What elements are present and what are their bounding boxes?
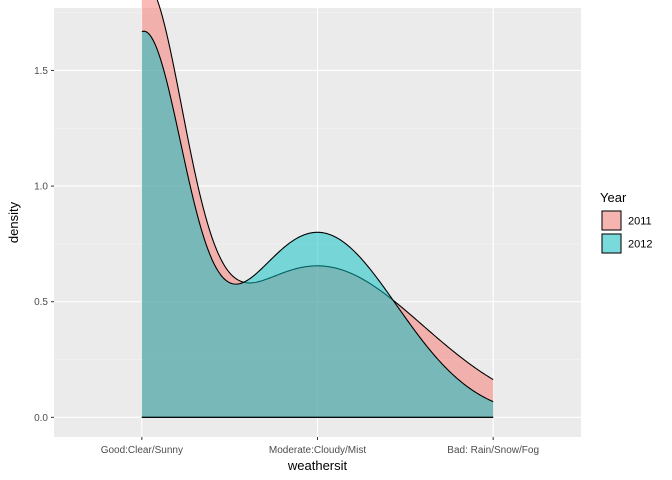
legend-key-2012 [601,233,622,254]
x-tick-label: Bad: Rain/Snow/Fog [447,445,539,456]
legend-label: 2011 [628,216,652,228]
x-axis-ticks: Good:Clear/Sunny Moderate:Cloudy/Mist Bad:… [101,437,539,456]
legend: Year 2011 2012 [600,190,652,254]
density-areas [141,0,494,418]
x-tick-label: Good:Clear/Sunny [101,445,183,456]
y-tick-label: 0.0 [34,413,48,424]
x-tick-label: Moderate:Cloudy/Mist [269,445,366,456]
y-axis-ticks: 0.0 0.5 1.0 1.5 [34,66,54,424]
density-area-2012 [141,31,494,418]
x-axis-title: weathersit [287,458,348,473]
legend-title: Year [600,190,627,205]
y-tick-label: 0.5 [34,297,48,308]
y-tick-label: 1.5 [34,66,48,77]
legend-key-2011 [601,210,622,231]
y-axis-title: density [6,201,21,243]
density-outline-2012 [141,30,494,403]
y-tick-label: 1.0 [34,182,48,193]
legend-label: 2012 [628,239,652,251]
